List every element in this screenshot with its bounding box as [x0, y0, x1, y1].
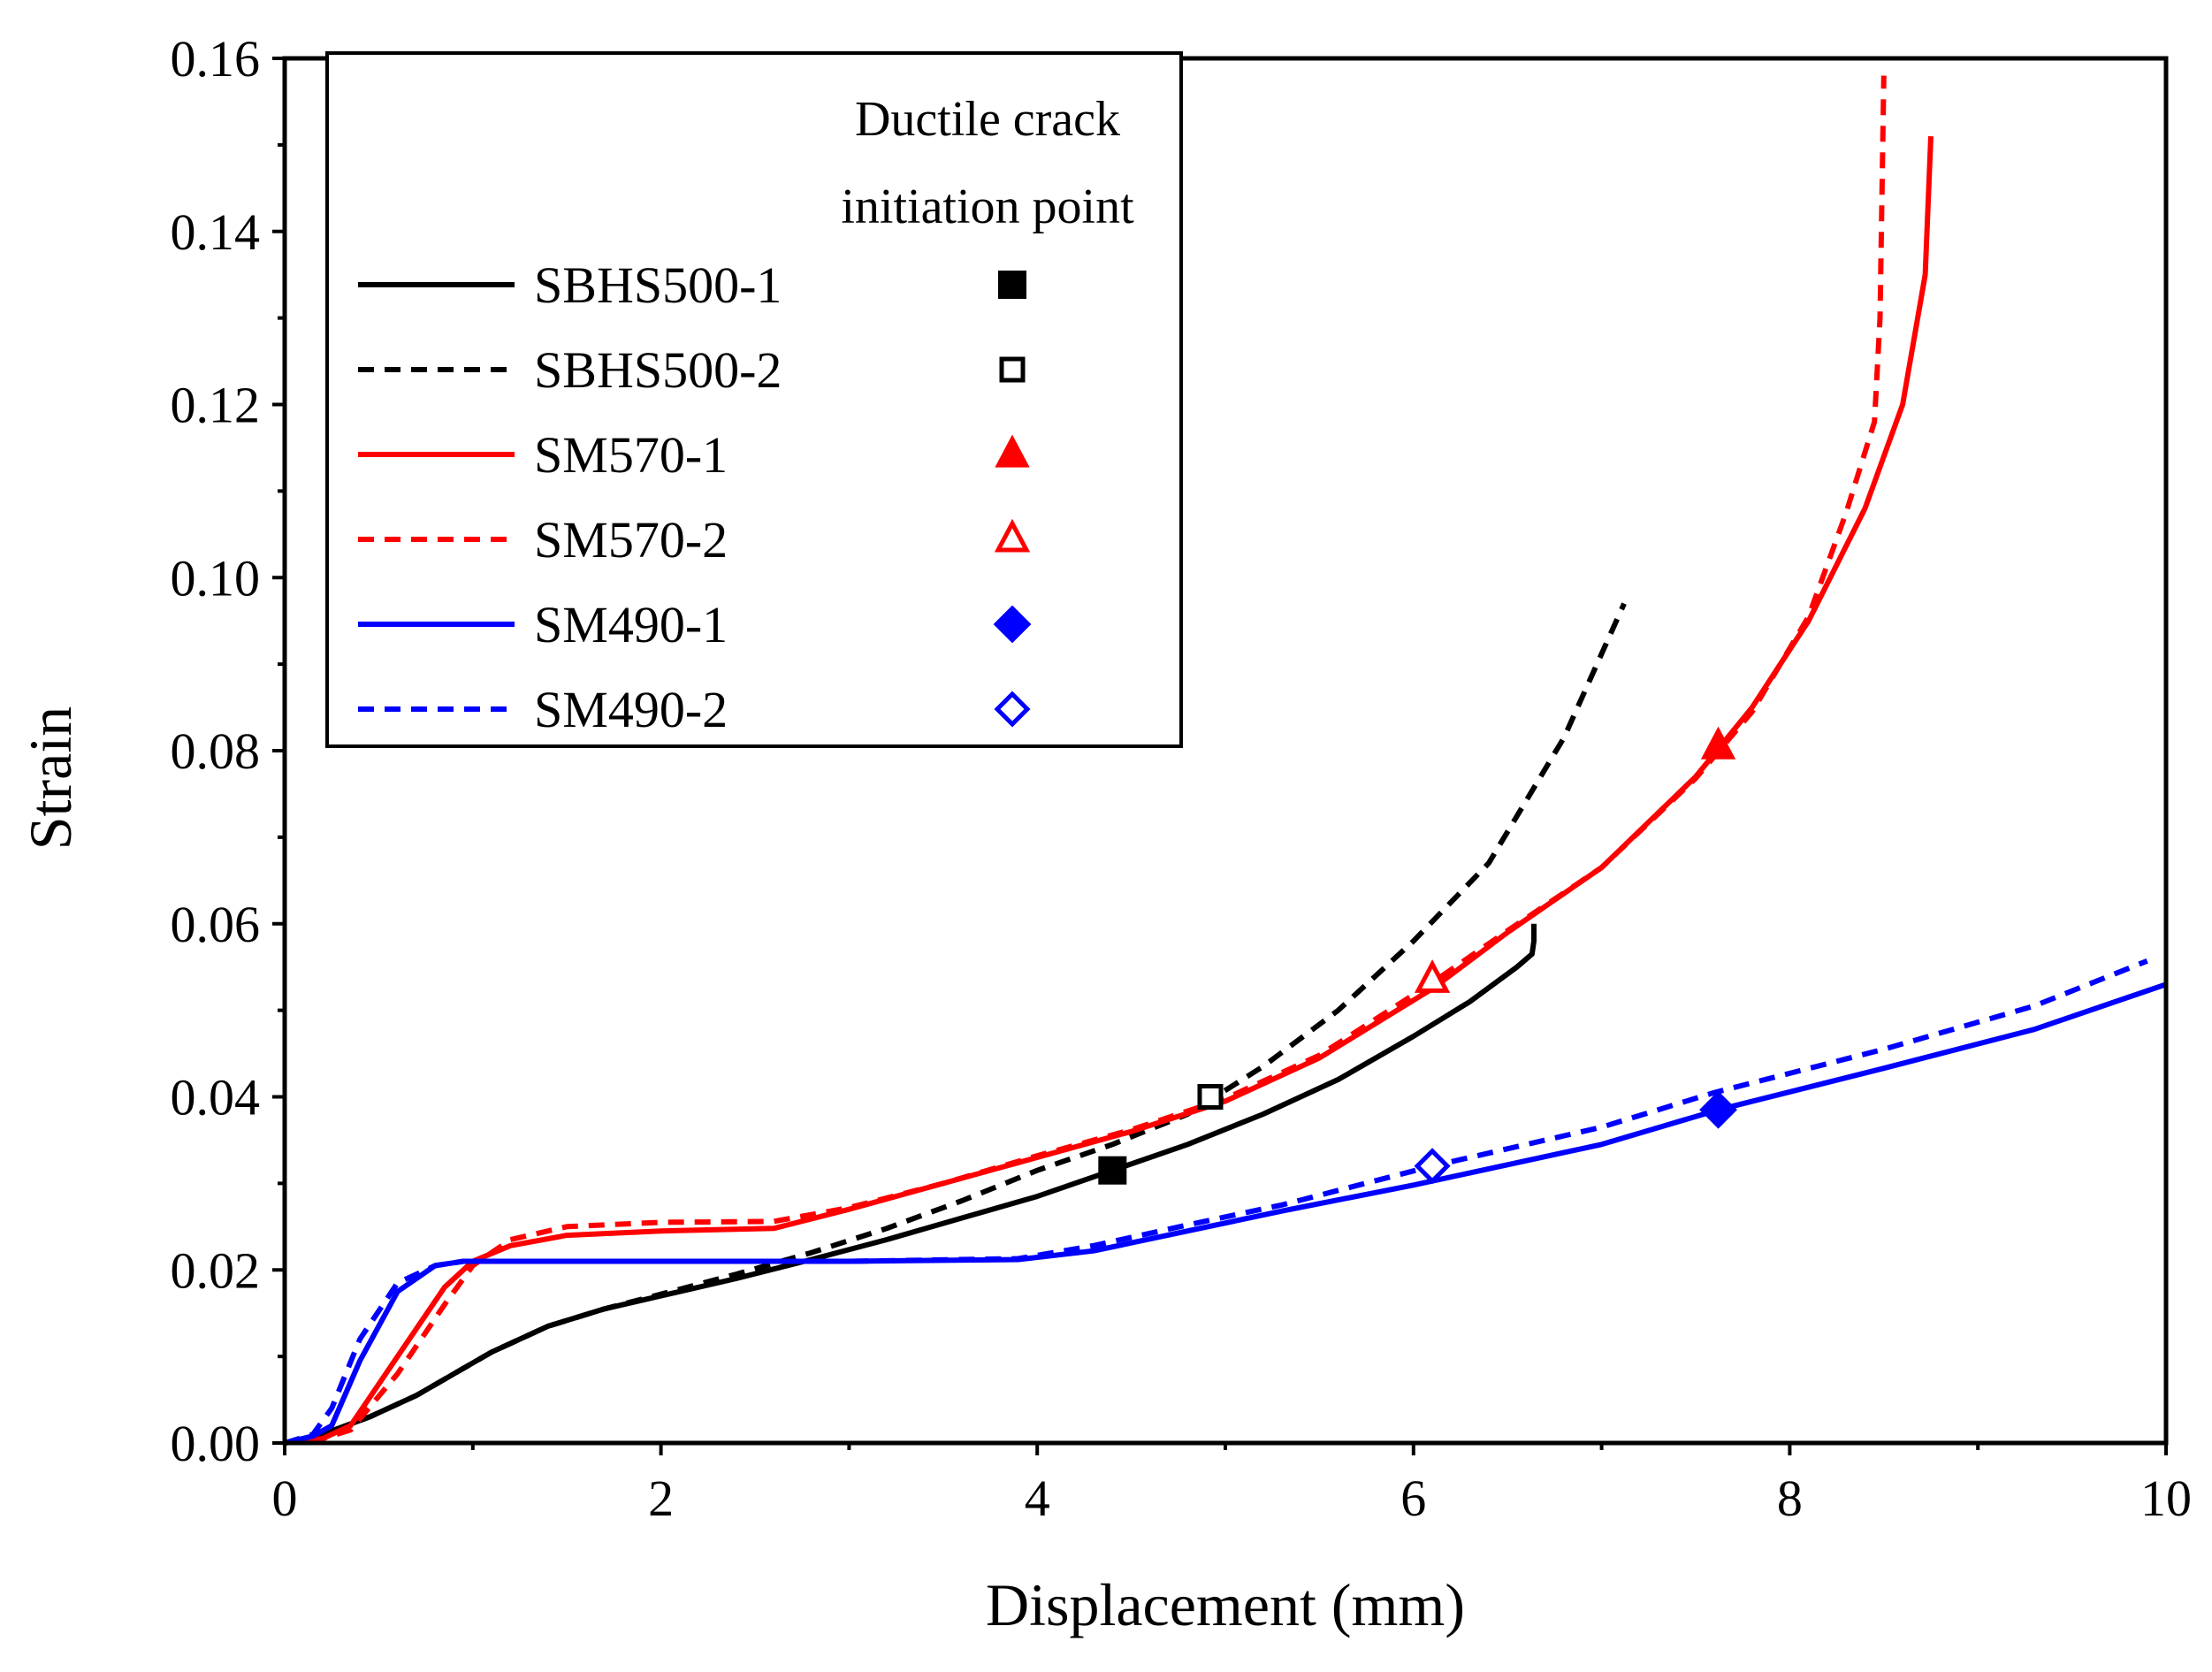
y-tick-label: 0.06	[171, 896, 261, 953]
y-tick-label: 0.02	[171, 1241, 261, 1299]
legend-marker-sm570-1	[995, 434, 1030, 468]
x-tick-label: 6	[1400, 1470, 1426, 1527]
x-tick-label: 4	[1025, 1470, 1050, 1527]
crack-marker-sbhs500-1	[1098, 1156, 1127, 1185]
y-tick-label: 0.08	[171, 722, 261, 780]
legend-label-sm490-2: SM490-2	[534, 681, 728, 738]
x-tick-label: 0	[272, 1470, 298, 1527]
legend-marker-sbhs500-2	[999, 356, 1026, 383]
crack-markers	[1098, 726, 1737, 1185]
series-line-sm490-1	[284, 981, 2167, 1446]
y-tick-label: 0.14	[171, 203, 261, 261]
legend-marker-sbhs500-1	[998, 271, 1026, 299]
series-line-sm490-2	[284, 958, 2148, 1446]
crack-marker-sm490-1	[1699, 1090, 1737, 1129]
crack-marker-sbhs500-2	[1197, 1084, 1224, 1110]
series-line-sbhs500-1	[284, 923, 1537, 1446]
legend-marker-sm490-2	[994, 691, 1031, 728]
legend-header-line-1: Ductile crack	[855, 92, 1120, 147]
legend-marker-sm490-1	[993, 605, 1032, 644]
legend-label-sm570-2: SM570-2	[534, 511, 728, 569]
legend-label-sm570-1: SM570-1	[534, 426, 728, 484]
legend-marker-sm570-2	[994, 518, 1031, 553]
x-tick-label: 10	[2140, 1470, 2192, 1527]
y-tick-label: 0.00	[171, 1415, 261, 1472]
crack-marker-sm570-1	[1700, 726, 1736, 760]
x-tick-label: 8	[1777, 1470, 1803, 1527]
y-axis-ticks: 0.00 0.02 0.04 0.06 0.08 0.10 0.12 0.14 0.16	[171, 30, 285, 1472]
legend: Ductile crack initiation point SBHS500-1…	[325, 51, 1183, 748]
x-axis-label: Displacement (mm)	[986, 1571, 1465, 1638]
y-axis-label: Strain	[17, 706, 84, 850]
x-tick-label: 2	[648, 1470, 674, 1527]
series-line-sm570-2	[284, 75, 1887, 1446]
legend-header-line-2: initiation point	[841, 179, 1134, 234]
y-tick-label: 0.10	[171, 549, 261, 607]
x-axis-ticks: 0 2 4 6 8 10	[272, 1443, 2192, 1527]
y-tick-label: 0.12	[171, 377, 261, 434]
legend-label-sbhs500-1: SBHS500-1	[534, 256, 782, 314]
crack-marker-sm490-2	[1414, 1148, 1451, 1185]
legend-rows: SBHS500-1 SBHS500-2 SM570-1 SM570-2 SM490-1 S…	[358, 256, 1032, 738]
legend-label-sbhs500-2: SBHS500-2	[534, 341, 782, 399]
series-line-sbhs500-2	[284, 602, 1627, 1446]
crack-marker-sm570-2	[1414, 959, 1451, 993]
legend-box	[325, 51, 1183, 748]
legend-label-sm490-1: SM490-1	[534, 596, 728, 653]
series-lines	[284, 75, 2167, 1446]
y-tick-label: 0.04	[171, 1069, 261, 1126]
y-tick-label: 0.16	[171, 30, 261, 88]
